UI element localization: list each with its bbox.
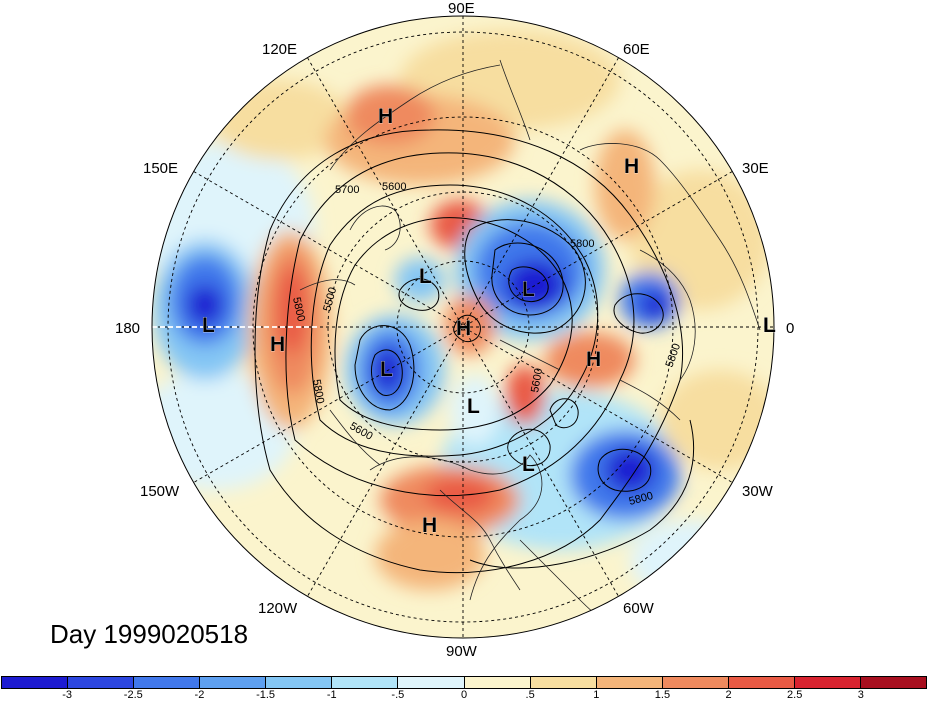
high-center-marker: H [270,333,285,356]
contour-label: 5800 [310,378,326,404]
colorbar [1,676,927,689]
colorbar-swatch [2,677,69,688]
colorbar-swatch [794,677,862,688]
colorbar-swatch [266,677,333,688]
lon-label-0: 0 [786,320,795,337]
high-center-marker: H [624,155,639,178]
colorbar-swatch [134,677,201,688]
colorbar-swatch [464,677,531,688]
low-center-marker: L [522,278,535,301]
colorbar-swatch [398,677,465,688]
contour-label: 5800 [290,296,307,322]
colorbar-swatch [332,677,399,688]
colorbar-swatch [728,677,795,688]
colorbar-tick-label: 1 [593,689,600,701]
lon-label-120e: 120E [262,41,298,58]
lon-label-90e: 90E [448,0,475,17]
low-center-marker: L [522,453,535,476]
colorbar-tick-label: -1.5 [256,689,276,701]
lon-label-120w: 120W [258,600,298,617]
high-center-marker: H [456,317,471,340]
colorbar-tick-label: .5 [525,689,535,701]
colorbar-swatch [861,677,927,688]
low-center-marker: L [202,314,215,337]
colorbar-tick-label: -3 [62,689,73,701]
colorbar-tick-label: 3 [857,689,864,701]
lon-label-60e: 60E [623,41,650,58]
colorbar-tick-label: -2 [194,689,205,701]
colorbar-tick-label: -1 [326,689,337,701]
colorbar-tick-label: -.5 [391,689,405,701]
colorbar-tick-label: 2 [725,689,732,701]
colorbar-tick-label: -2.5 [123,689,143,701]
colorbar-swatch [200,677,267,688]
map-border [151,15,775,639]
lon-label-30e: 30E [742,160,769,177]
colorbar-tick-label: 0 [460,689,468,701]
low-center-marker: L [419,265,432,288]
pressure-centers: H H L L L H L H L L H L H [202,105,777,538]
lon-label-30w: 30W [742,483,773,500]
colorbar-swatch [530,677,597,688]
contour-label: 5700 [335,184,359,196]
lon-label-90w: 90W [446,643,477,660]
lon-label-150e: 150E [143,160,179,177]
lon-label-150w: 150W [140,483,180,500]
colorbar-swatch [596,677,663,688]
contour-label: 5600 [529,367,545,393]
low-center-marker: L [763,314,776,337]
high-center-marker: H [586,348,601,371]
colorbar-tick-label: 2.5 [787,689,803,701]
lon-label-60w: 60W [623,600,654,617]
contour-label: 5600 [382,181,406,193]
contour-label: 5800 [570,238,594,250]
lon-label-180: 180 [115,320,141,337]
map-title: Day 1999020518 [50,619,249,649]
low-center-marker: L [467,395,480,418]
colorbar-swatch [662,677,729,688]
colorbar-swatch [68,677,135,688]
high-center-marker: H [422,514,437,537]
high-center-marker: H [378,105,393,128]
low-center-marker: L [380,358,393,381]
colorbar-tick-label: 1.5 [654,689,671,701]
